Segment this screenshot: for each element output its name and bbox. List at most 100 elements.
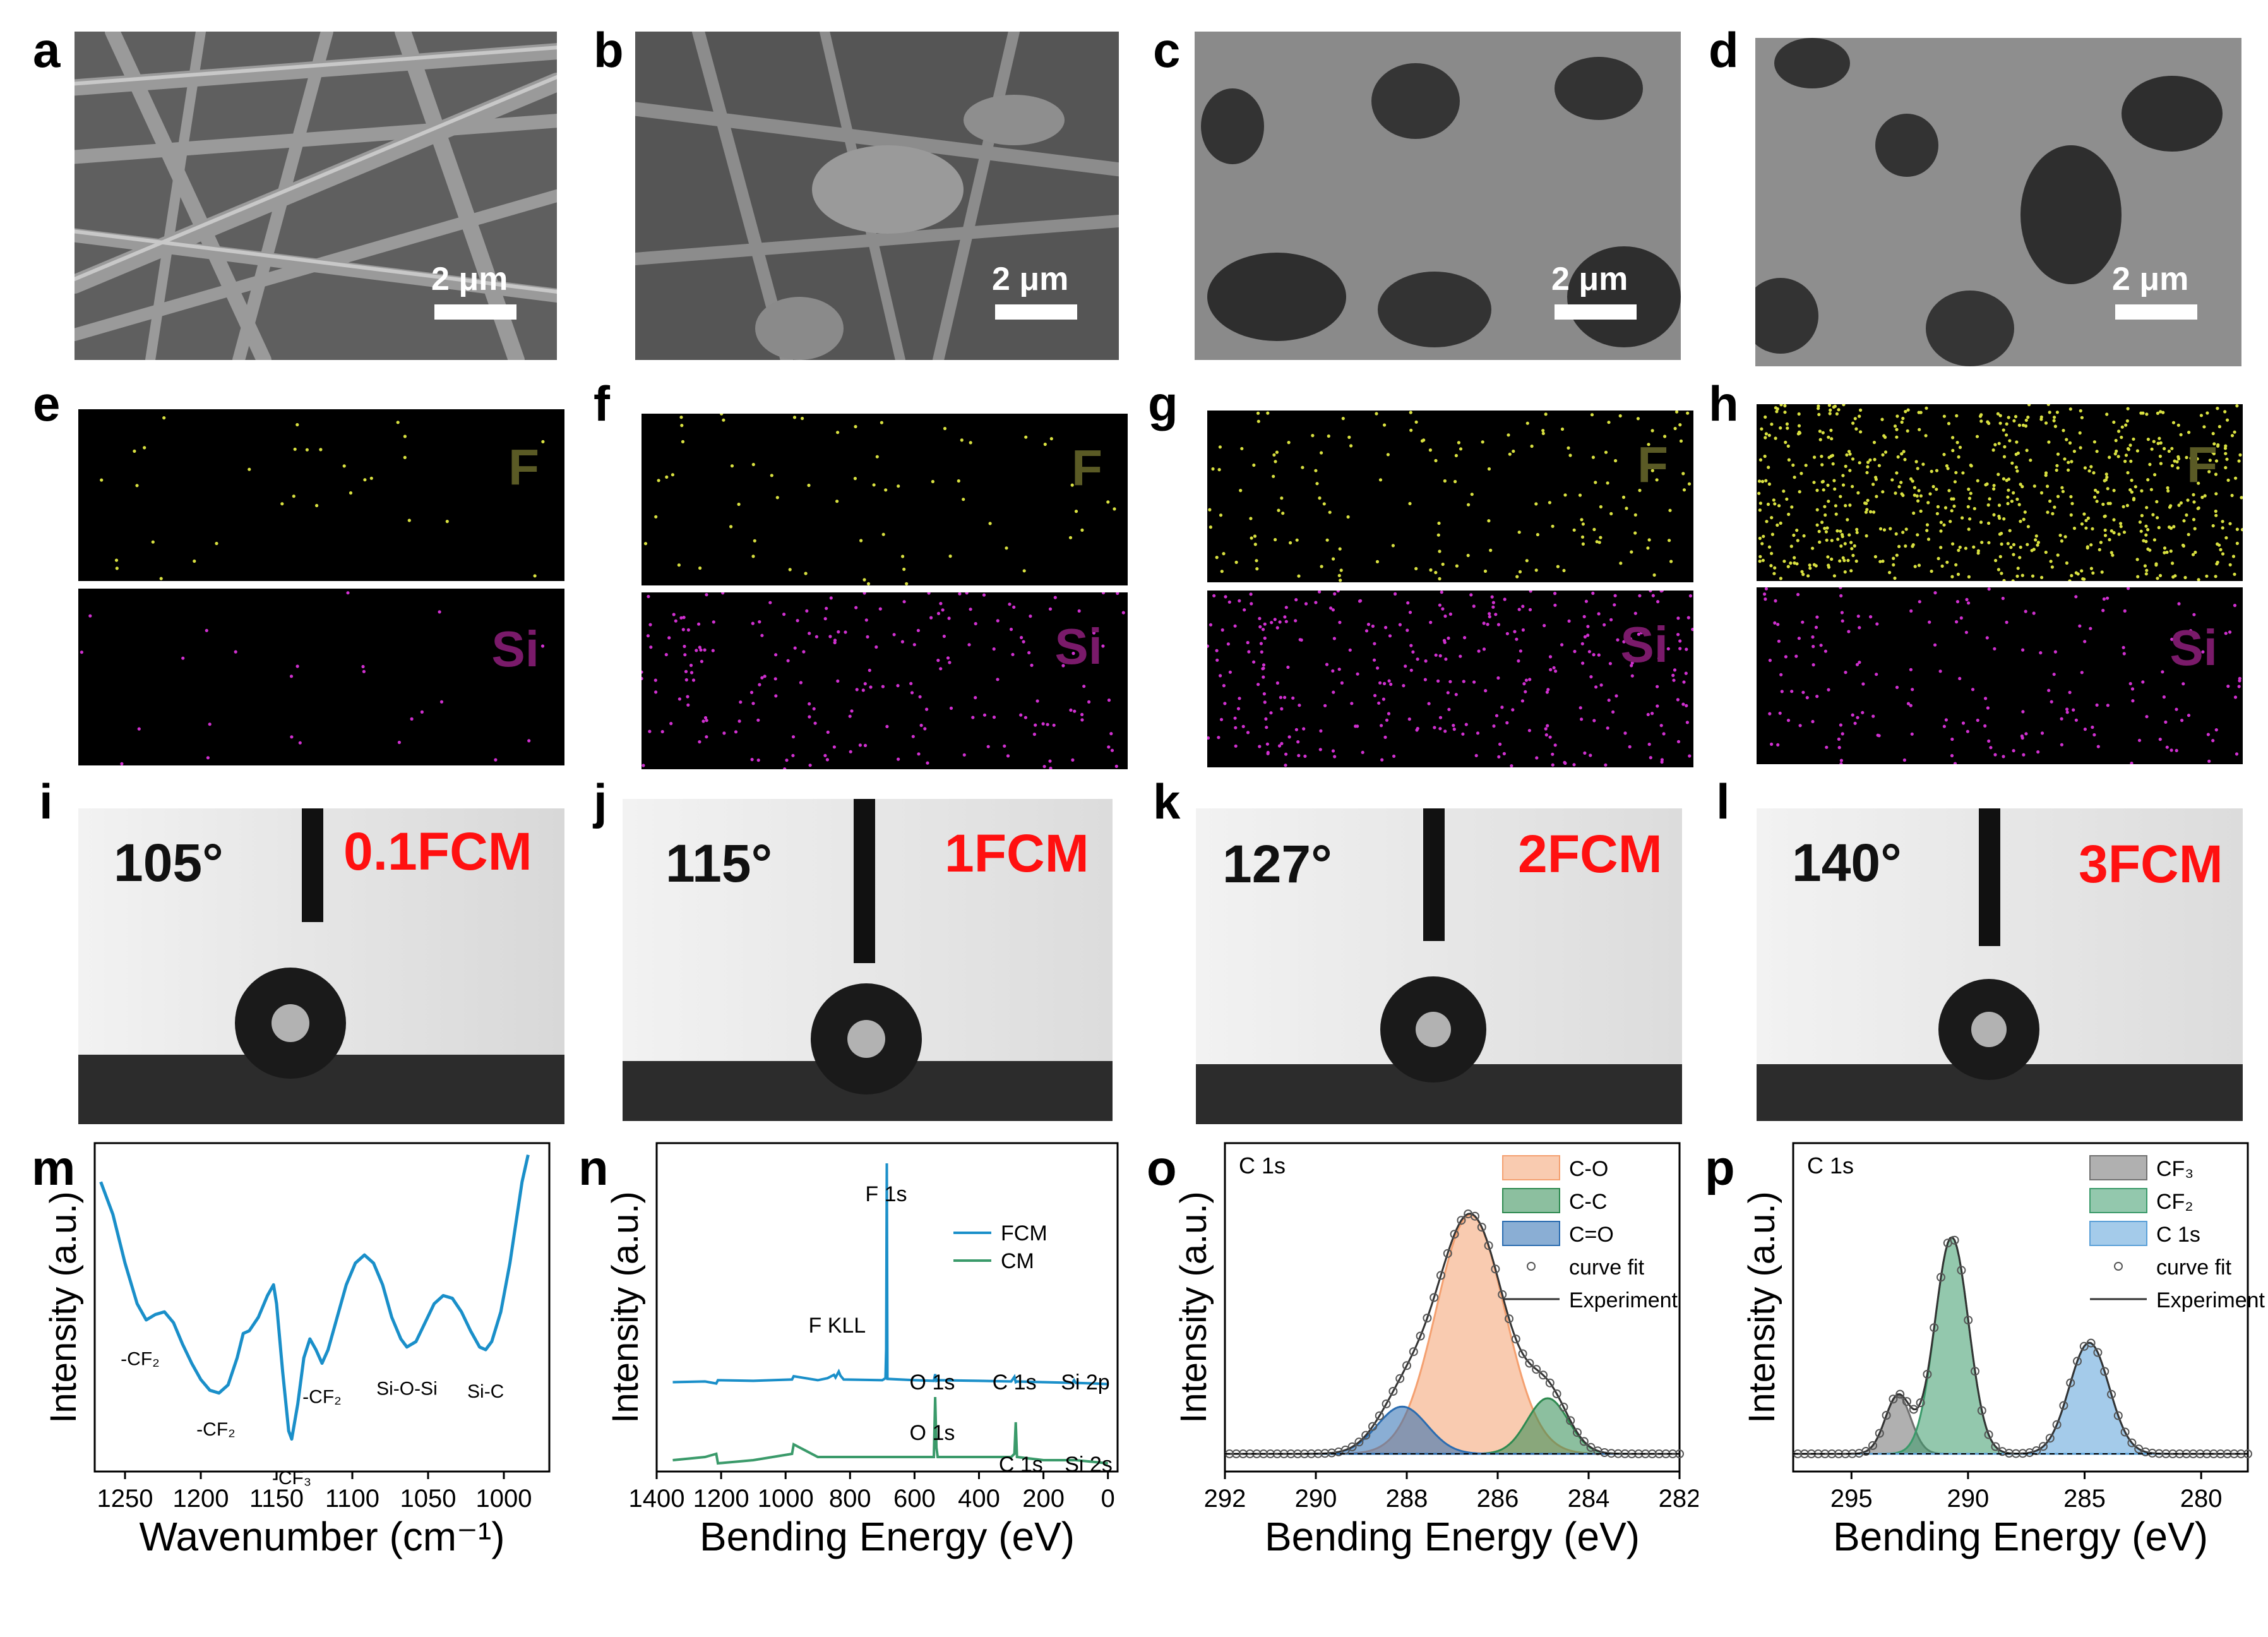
survey-axis-frame bbox=[655, 1142, 1119, 1473]
ftir-xtick-label: 1100 bbox=[325, 1485, 379, 1513]
ftir-xtick-label: 1000 bbox=[476, 1485, 532, 1513]
c1s-fcm-fit-point bbox=[2039, 1442, 2048, 1451]
c1s-fcm-xtick-label: 280 bbox=[2180, 1485, 2223, 1513]
c1s-cm-fit-point bbox=[1498, 1290, 1507, 1299]
c1s-cm-legend-swatch bbox=[1527, 1262, 1536, 1271]
c1s-fcm-fit-point bbox=[1868, 1441, 1877, 1450]
c1s-cm-xtick-label: 284 bbox=[1568, 1485, 1610, 1513]
c1s-fcm-xlabel: Bending Energy (eV) bbox=[1833, 1514, 2208, 1559]
eds-dots bbox=[1763, 587, 2241, 764]
sem-fibers-a bbox=[75, 32, 557, 360]
c1s-fcm-fit-point bbox=[1984, 1430, 1993, 1439]
c1s-cm-fit-point bbox=[1586, 1442, 1596, 1452]
survey-annotation: F KLL bbox=[809, 1314, 866, 1338]
c1s-fcm-fit-point bbox=[2100, 1367, 2110, 1376]
c1s-cm-fit-point bbox=[1320, 1449, 1330, 1458]
scale-bar-c bbox=[1555, 304, 1637, 320]
survey-xtick-label: 400 bbox=[958, 1485, 1000, 1513]
panel-label-l: l bbox=[1716, 774, 1730, 829]
c1s-fcm-fit-point bbox=[1875, 1429, 1884, 1438]
c1s-cm-fit-point bbox=[1293, 1449, 1303, 1458]
sem-image-b: 2 μm bbox=[635, 32, 1119, 360]
eds-dots bbox=[1757, 404, 2243, 581]
c1s-cm-fit-point bbox=[1620, 1449, 1630, 1458]
survey-ylabel: Intensity (a.u.) bbox=[605, 1191, 646, 1423]
eds-dots bbox=[643, 414, 1116, 585]
sem-image-d: 2 μm bbox=[1755, 38, 2241, 366]
panel-label-b: b bbox=[594, 22, 624, 78]
c1s-fcm-legend-swatch bbox=[2089, 1188, 2147, 1213]
c1s-cm-fit-point bbox=[1416, 1331, 1425, 1341]
c1s-fcm-ylabel: Intensity (a.u.) bbox=[1741, 1191, 1782, 1423]
droplet-scene-l bbox=[1757, 808, 2243, 1121]
c1s-fcm-xtick-label: 295 bbox=[1830, 1485, 1873, 1513]
panel-label-d: d bbox=[1709, 22, 1739, 78]
c1s-cm-fit-point bbox=[1477, 1223, 1486, 1232]
c1s-cm-fit-point bbox=[1593, 1446, 1603, 1456]
c1s-fcm-fit-point bbox=[2161, 1449, 2171, 1458]
droplet-scene-k bbox=[1196, 808, 1682, 1124]
c1s-fcm-fit-point bbox=[1800, 1449, 1809, 1458]
c1s-cm-legend-swatch bbox=[1502, 1155, 1560, 1180]
eds-map-si-e: Si bbox=[78, 589, 564, 765]
scale-bar-b bbox=[995, 304, 1077, 320]
c1s-fcm-fit-point bbox=[1923, 1370, 1932, 1379]
panel-label-c: c bbox=[1153, 22, 1181, 78]
survey-xtick-label: 0 bbox=[1101, 1485, 1115, 1513]
sample-name-k: 2FCM bbox=[1518, 824, 1662, 884]
contact-angle-image-l: 140° 3FCM bbox=[1757, 808, 2243, 1121]
c1s-cm-fit-point bbox=[1450, 1230, 1459, 1239]
eds-map-f-f: F bbox=[642, 414, 1128, 585]
c1s-fcm-fit-point bbox=[1909, 1405, 1918, 1414]
c1s-fcm-fit-point bbox=[1964, 1316, 1973, 1325]
c1s-fcm-fit-point bbox=[1902, 1397, 1911, 1406]
c1s-cm-fit-point bbox=[1647, 1449, 1657, 1458]
sem-image-a: 2 μm bbox=[75, 32, 557, 360]
c1s-fcm-fit-point bbox=[2154, 1449, 2164, 1458]
survey-series-fcm bbox=[672, 1163, 1108, 1386]
c1s-fcm-fit-point bbox=[2107, 1389, 2116, 1399]
c1s-cm-fit-point bbox=[1259, 1449, 1268, 1458]
sem-fibers-b bbox=[635, 32, 1119, 360]
eds-label-si-e: Si bbox=[491, 621, 539, 677]
c1s-cm-component-area bbox=[1225, 1214, 1680, 1455]
c1s-cm-legend-swatch bbox=[1502, 1221, 1560, 1246]
c1s-cm-fit-point bbox=[1573, 1428, 1582, 1437]
c1s-fcm-title: C 1s bbox=[1807, 1153, 1854, 1178]
c1s-cm-xtick-label: 292 bbox=[1204, 1485, 1246, 1513]
ftir-ylabel: Intensity (a.u.) bbox=[43, 1191, 84, 1423]
c1s-cm-xtick-label: 290 bbox=[1295, 1485, 1337, 1513]
survey-xtick-label: 1400 bbox=[629, 1485, 685, 1513]
panel-label-n: n bbox=[578, 1140, 609, 1196]
c1s-fcm-fit-point bbox=[2188, 1449, 2198, 1458]
c1s-cm-fit-point bbox=[1327, 1448, 1337, 1458]
survey-legend-fcm: FCM bbox=[1001, 1221, 1047, 1245]
ftir-annotation: -CF₃ bbox=[272, 1468, 311, 1489]
c1s-cm-fit-point bbox=[1423, 1314, 1432, 1322]
droplet-scene-i bbox=[78, 808, 564, 1124]
c1s-cm-fit-point bbox=[1511, 1334, 1520, 1344]
eds-label-si-f: Si bbox=[1054, 618, 1102, 675]
c1s-fcm-legend-label: Experiment bbox=[2156, 1288, 2265, 1312]
ftir-annotation: Si-C bbox=[467, 1381, 504, 1402]
c1s-cm-fit-point bbox=[1532, 1365, 1541, 1374]
c1s-fcm-fit-point bbox=[2045, 1434, 2055, 1443]
survey-annotation: Si 2p bbox=[1061, 1370, 1110, 1394]
c1s-fcm-fit-point bbox=[1977, 1406, 1986, 1415]
ftir-axis-frame bbox=[93, 1142, 551, 1473]
ftir-xtick-label: 1150 bbox=[249, 1485, 304, 1513]
c1s-cm-fit-point bbox=[1525, 1358, 1534, 1368]
c1s-fcm-xtick-label: 285 bbox=[2063, 1485, 2106, 1513]
contact-angle-image-j: 115° 1FCM bbox=[623, 799, 1113, 1121]
c1s-cm-axis-frame bbox=[1224, 1142, 1681, 1473]
c1s-cm-fit-point bbox=[1232, 1449, 1241, 1458]
ftir-xlabel: Wavenumber (cm⁻¹) bbox=[139, 1514, 504, 1559]
c1s-fcm-fit-point bbox=[1971, 1367, 1979, 1376]
c1s-cm-xtick-label: 286 bbox=[1477, 1485, 1519, 1513]
c1s-fcm-legend-swatch bbox=[2089, 1221, 2147, 1246]
c1s-fcm-fit-point bbox=[1889, 1394, 1898, 1404]
sample-name-i: 0.1FCM bbox=[343, 822, 532, 881]
ftir-annotation: -CF₂ bbox=[196, 1419, 236, 1440]
sample-name-l: 3FCM bbox=[2079, 834, 2223, 894]
ftir-series-line bbox=[99, 1154, 530, 1441]
